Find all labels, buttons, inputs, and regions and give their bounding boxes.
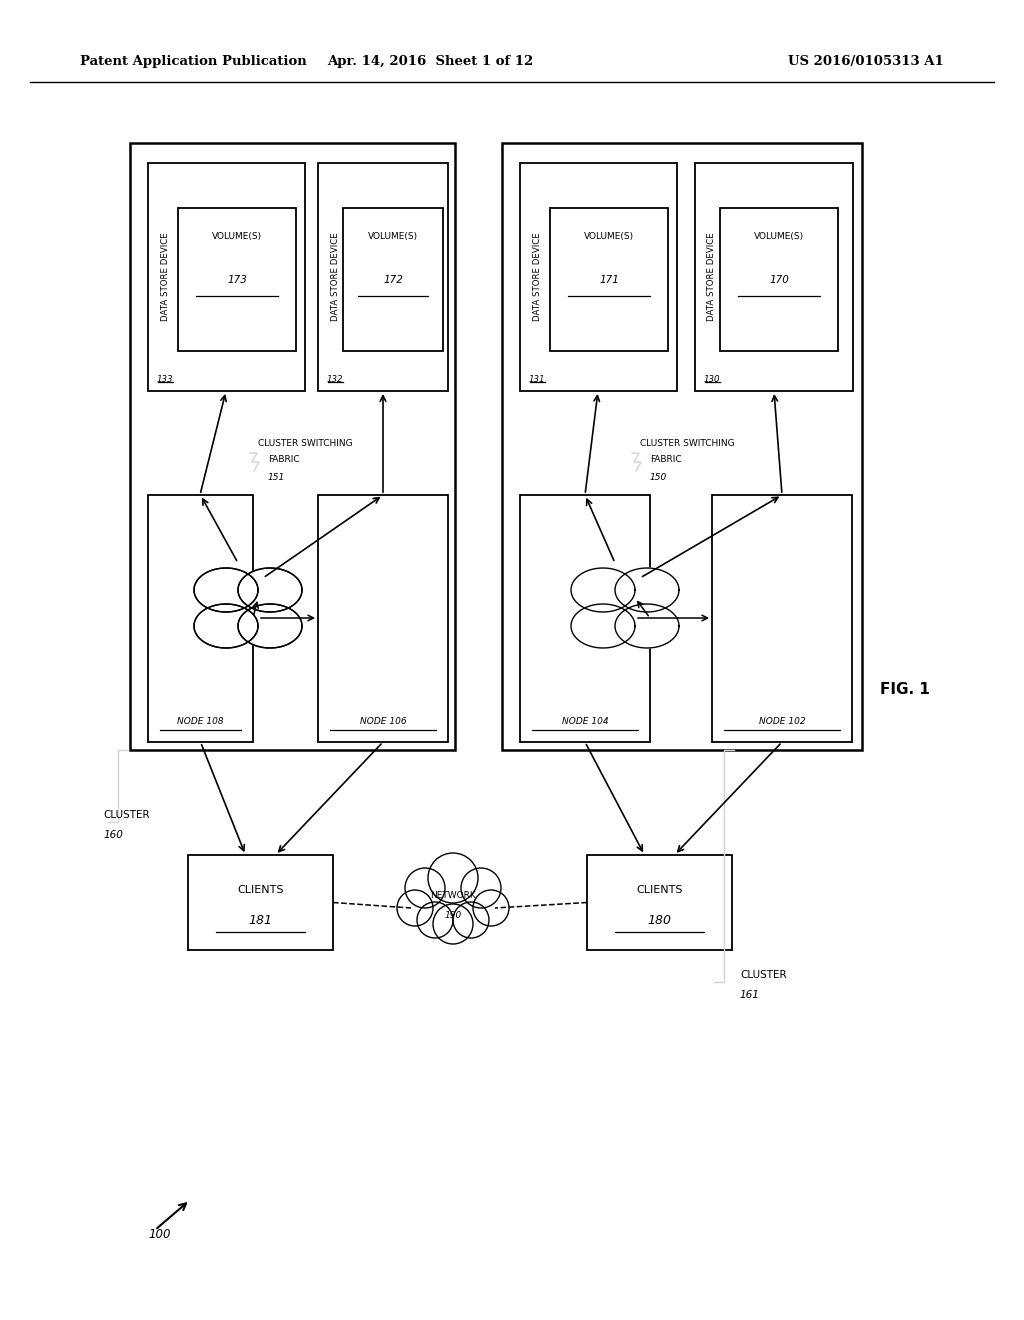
- Bar: [502, 143, 862, 750]
- Text: Patent Application Publication: Patent Application Publication: [80, 55, 307, 69]
- Circle shape: [473, 890, 509, 927]
- Text: 130: 130: [703, 375, 720, 384]
- Bar: [720, 209, 838, 351]
- Polygon shape: [194, 605, 258, 648]
- Bar: [178, 209, 296, 351]
- Text: 190: 190: [444, 911, 462, 920]
- Bar: [712, 495, 852, 742]
- Text: NODE 108: NODE 108: [177, 718, 224, 726]
- Text: CLUSTER: CLUSTER: [740, 970, 786, 979]
- Bar: [148, 162, 305, 391]
- Text: CLUSTER SWITCHING: CLUSTER SWITCHING: [640, 438, 734, 447]
- Text: NODE 102: NODE 102: [759, 718, 805, 726]
- Text: 181: 181: [249, 913, 272, 927]
- Text: DATA STORE DEVICE: DATA STORE DEVICE: [331, 232, 340, 321]
- Bar: [343, 209, 443, 351]
- Circle shape: [433, 904, 473, 944]
- Text: 171: 171: [599, 275, 618, 285]
- Circle shape: [406, 869, 445, 908]
- Bar: [520, 495, 650, 742]
- Text: 170: 170: [769, 275, 788, 285]
- Text: DATA STORE DEVICE: DATA STORE DEVICE: [161, 232, 170, 321]
- Circle shape: [397, 890, 433, 927]
- Circle shape: [428, 853, 478, 903]
- Text: VOLUME(S): VOLUME(S): [212, 231, 262, 240]
- Text: 180: 180: [647, 913, 672, 927]
- Circle shape: [453, 902, 489, 939]
- Text: 131: 131: [528, 375, 545, 384]
- Text: FABRIC: FABRIC: [268, 455, 300, 465]
- Circle shape: [461, 869, 501, 908]
- Text: VOLUME(S): VOLUME(S): [368, 231, 418, 240]
- Text: NODE 104: NODE 104: [562, 718, 608, 726]
- Text: NETWORK: NETWORK: [430, 891, 476, 899]
- Text: DATA STORE DEVICE: DATA STORE DEVICE: [708, 232, 717, 321]
- Text: FABRIC: FABRIC: [650, 455, 682, 465]
- Text: 133: 133: [157, 375, 173, 384]
- Bar: [188, 855, 333, 950]
- Text: 172: 172: [383, 275, 402, 285]
- Text: US 2016/0105313 A1: US 2016/0105313 A1: [788, 55, 944, 69]
- Text: 100: 100: [148, 1229, 171, 1242]
- Text: 132: 132: [327, 375, 343, 384]
- Polygon shape: [615, 568, 679, 612]
- Polygon shape: [571, 568, 635, 612]
- Polygon shape: [615, 605, 679, 648]
- Text: CLUSTER: CLUSTER: [103, 810, 150, 820]
- Bar: [130, 143, 455, 750]
- Text: FIG. 1: FIG. 1: [880, 682, 930, 697]
- Text: CLIENTS: CLIENTS: [636, 884, 683, 895]
- Text: 161: 161: [740, 990, 760, 1001]
- Text: CLIENTS: CLIENTS: [238, 884, 284, 895]
- Polygon shape: [238, 568, 302, 612]
- Text: VOLUME(S): VOLUME(S): [754, 231, 804, 240]
- Bar: [520, 162, 677, 391]
- Bar: [318, 162, 449, 391]
- Bar: [148, 495, 253, 742]
- Bar: [550, 209, 668, 351]
- Text: VOLUME(S): VOLUME(S): [584, 231, 634, 240]
- Text: Apr. 14, 2016  Sheet 1 of 12: Apr. 14, 2016 Sheet 1 of 12: [327, 55, 534, 69]
- Polygon shape: [194, 568, 258, 612]
- Polygon shape: [571, 605, 635, 648]
- Text: NODE 106: NODE 106: [359, 718, 407, 726]
- Text: DATA STORE DEVICE: DATA STORE DEVICE: [532, 232, 542, 321]
- Text: CLUSTER SWITCHING: CLUSTER SWITCHING: [258, 438, 352, 447]
- Circle shape: [417, 902, 453, 939]
- Bar: [318, 495, 449, 742]
- Text: 160: 160: [103, 830, 123, 840]
- Bar: [587, 855, 732, 950]
- Bar: [695, 162, 853, 391]
- Text: 150: 150: [650, 474, 668, 483]
- Text: 151: 151: [268, 474, 286, 483]
- Polygon shape: [238, 605, 302, 648]
- Text: 173: 173: [227, 275, 247, 285]
